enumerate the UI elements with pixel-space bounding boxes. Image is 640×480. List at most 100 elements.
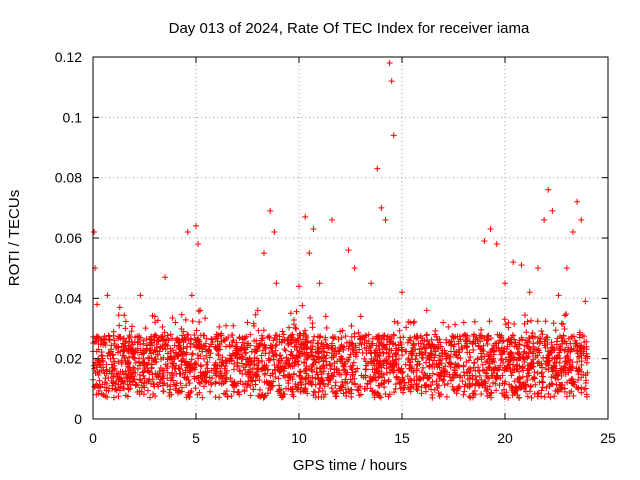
data-point bbox=[529, 330, 536, 337]
data-point bbox=[322, 391, 329, 398]
data-point bbox=[303, 363, 310, 370]
data-point bbox=[376, 393, 383, 400]
data-point bbox=[337, 344, 344, 351]
data-point bbox=[171, 355, 178, 362]
data-point bbox=[576, 329, 583, 336]
data-point bbox=[122, 325, 129, 332]
data-point bbox=[563, 393, 570, 400]
data-point bbox=[284, 357, 291, 364]
data-point bbox=[459, 378, 466, 385]
data-point bbox=[183, 362, 190, 369]
data-point bbox=[155, 373, 162, 380]
data-point bbox=[421, 337, 428, 344]
data-point bbox=[538, 370, 545, 377]
data-point bbox=[543, 358, 550, 365]
data-point bbox=[322, 336, 329, 343]
data-point bbox=[380, 336, 387, 343]
data-point bbox=[214, 344, 221, 351]
data-point bbox=[262, 370, 269, 377]
data-point bbox=[328, 385, 335, 392]
data-point bbox=[244, 361, 251, 368]
data-point bbox=[422, 349, 429, 356]
data-point bbox=[169, 364, 176, 371]
data-point bbox=[148, 365, 155, 372]
data-point bbox=[175, 353, 182, 360]
grid-layer bbox=[93, 57, 608, 419]
data-point bbox=[174, 337, 181, 344]
data-point bbox=[340, 362, 347, 369]
data-point bbox=[275, 375, 282, 382]
data-point bbox=[544, 361, 551, 368]
data-point bbox=[582, 298, 589, 305]
data-point bbox=[569, 364, 576, 371]
data-point bbox=[184, 331, 191, 338]
data-point bbox=[575, 384, 582, 391]
data-point bbox=[463, 337, 470, 344]
data-point bbox=[509, 392, 516, 399]
y-axis-label: ROTI / TECUs bbox=[6, 190, 23, 286]
data-point bbox=[414, 387, 421, 394]
data-point bbox=[492, 380, 499, 387]
data-point bbox=[466, 372, 473, 379]
data-point bbox=[244, 319, 251, 326]
data-point bbox=[153, 332, 160, 339]
data-point bbox=[497, 351, 504, 358]
data-point bbox=[514, 362, 521, 369]
data-point bbox=[293, 386, 300, 393]
data-point bbox=[470, 364, 477, 371]
data-point bbox=[272, 332, 279, 339]
data-point bbox=[201, 342, 208, 349]
data-point bbox=[380, 360, 387, 367]
data-point bbox=[538, 387, 545, 394]
data-point bbox=[325, 344, 332, 351]
data-point bbox=[122, 370, 129, 377]
data-point bbox=[332, 382, 339, 389]
data-point bbox=[419, 351, 426, 358]
data-point bbox=[535, 390, 542, 397]
data-point bbox=[299, 350, 306, 357]
data-point bbox=[147, 335, 154, 342]
data-point bbox=[319, 387, 326, 394]
data-point bbox=[485, 364, 492, 371]
data-point bbox=[414, 367, 421, 374]
data-point bbox=[294, 335, 301, 342]
data-point bbox=[521, 359, 528, 366]
data-point bbox=[265, 385, 272, 392]
data-point bbox=[296, 283, 302, 290]
data-point bbox=[129, 369, 136, 376]
data-point bbox=[423, 345, 430, 352]
data-point bbox=[295, 351, 302, 358]
data-point bbox=[545, 352, 552, 359]
data-point bbox=[506, 361, 513, 368]
data-point bbox=[193, 361, 200, 368]
data-point bbox=[187, 360, 194, 367]
data-point bbox=[474, 355, 481, 362]
data-point bbox=[472, 373, 479, 380]
data-point bbox=[426, 363, 433, 370]
y-tick-label: 0.08 bbox=[55, 170, 82, 186]
data-point bbox=[223, 367, 230, 374]
data-point bbox=[423, 307, 430, 314]
data-point bbox=[446, 371, 453, 378]
data-point bbox=[321, 352, 328, 359]
data-point bbox=[568, 367, 575, 374]
data-point bbox=[362, 366, 369, 373]
data-point bbox=[428, 352, 435, 359]
data-point bbox=[171, 342, 178, 349]
data-point bbox=[404, 373, 411, 380]
data-point bbox=[531, 375, 538, 382]
data-point bbox=[124, 363, 131, 370]
data-point bbox=[183, 382, 190, 389]
data-point bbox=[456, 383, 463, 390]
data-point bbox=[534, 318, 541, 325]
data-point bbox=[124, 393, 131, 400]
data-point bbox=[402, 361, 409, 368]
data-point bbox=[247, 382, 254, 389]
data-point bbox=[548, 347, 555, 354]
data-point bbox=[256, 377, 263, 384]
data-point bbox=[457, 372, 464, 379]
data-point bbox=[212, 394, 219, 401]
data-point bbox=[200, 383, 207, 390]
data-point bbox=[262, 350, 269, 357]
data-point bbox=[526, 365, 533, 372]
